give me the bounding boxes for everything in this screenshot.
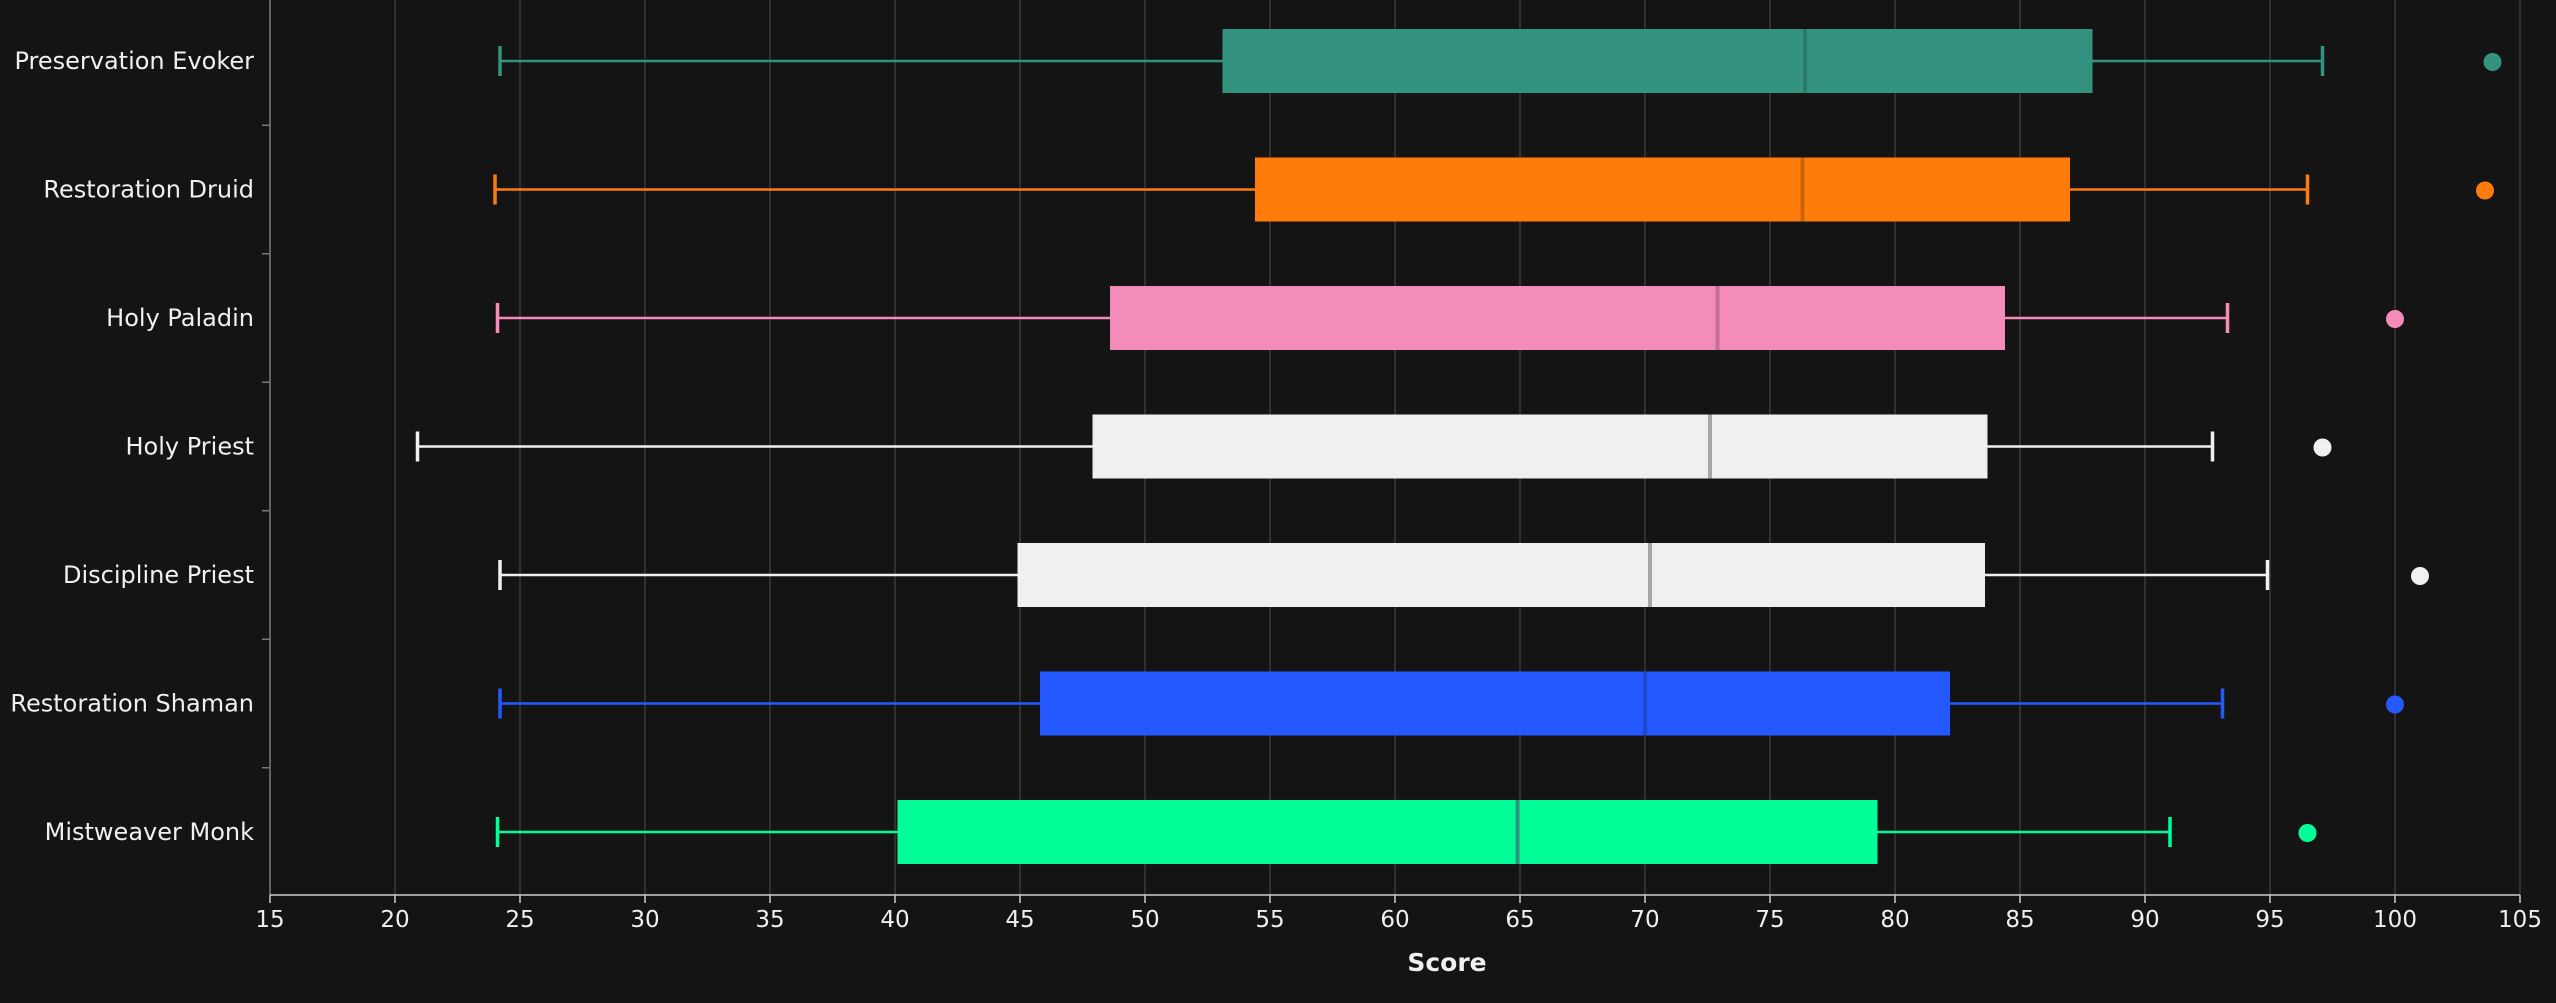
x-axis-title: Score bbox=[1407, 948, 1486, 977]
category-label: Mistweaver Monk bbox=[45, 818, 254, 846]
iqr-box bbox=[1222, 29, 2093, 93]
iqr-box bbox=[1110, 286, 2005, 350]
box-group bbox=[495, 800, 2317, 864]
x-tick-label: 65 bbox=[1505, 907, 1534, 933]
iqr-box bbox=[1040, 671, 1950, 736]
x-tick-label: 100 bbox=[2373, 907, 2417, 933]
outlier-point bbox=[2298, 824, 2317, 842]
outlier-point bbox=[2483, 53, 2502, 71]
x-tick-label: 95 bbox=[2255, 907, 2284, 933]
box-group bbox=[493, 157, 2494, 222]
x-tick-label: 80 bbox=[1880, 907, 1909, 933]
outlier-point bbox=[2386, 695, 2404, 714]
outlier-point bbox=[2386, 310, 2404, 328]
box-group bbox=[498, 671, 2404, 736]
x-tick-label: 50 bbox=[1130, 907, 1159, 933]
category-label: Holy Priest bbox=[126, 433, 255, 461]
outlier-point bbox=[2411, 567, 2429, 585]
x-tick-label: 60 bbox=[1380, 907, 1409, 933]
x-tick-label: 30 bbox=[630, 907, 659, 933]
iqr-box bbox=[1255, 157, 2070, 222]
box-group bbox=[415, 414, 2332, 479]
box-group bbox=[498, 29, 2502, 93]
x-tick-label: 55 bbox=[1255, 907, 1284, 933]
x-tick-label: 90 bbox=[2130, 907, 2159, 933]
x-tick-label: 25 bbox=[505, 907, 534, 933]
category-labels: Preservation Evoker Restoration Druid Holy… bbox=[10, 47, 254, 846]
x-tick-label: 70 bbox=[1630, 907, 1659, 933]
box-group bbox=[498, 543, 2429, 607]
iqr-box bbox=[897, 800, 1878, 864]
axes: 15 20 25 30 35 40 45 50 55 60 65 70 75 80 85 90 95 100 105 bbox=[255, 0, 2542, 933]
category-label: Preservation Evoker bbox=[14, 47, 254, 75]
category-label: Restoration Druid bbox=[43, 176, 254, 204]
outlier-point bbox=[2313, 438, 2332, 457]
iqr-box bbox=[1017, 543, 1985, 607]
x-tick-label: 35 bbox=[755, 907, 784, 933]
category-label: Holy Paladin bbox=[106, 304, 254, 332]
x-tick-label: 20 bbox=[380, 907, 409, 933]
x-tick-label: 75 bbox=[1755, 907, 1784, 933]
x-tick-label: 85 bbox=[2005, 907, 2034, 933]
x-tick-label: 105 bbox=[2498, 907, 2542, 933]
iqr-box bbox=[1092, 414, 1988, 479]
series-boxes bbox=[415, 29, 2502, 864]
box-group bbox=[495, 286, 2404, 350]
outlier-point bbox=[2476, 181, 2494, 200]
x-tick-label: 45 bbox=[1005, 907, 1034, 933]
x-tick-label: 15 bbox=[255, 907, 284, 933]
category-label: Restoration Shaman bbox=[10, 690, 254, 718]
x-tick-label: 40 bbox=[880, 907, 909, 933]
category-label: Discipline Priest bbox=[63, 561, 254, 589]
